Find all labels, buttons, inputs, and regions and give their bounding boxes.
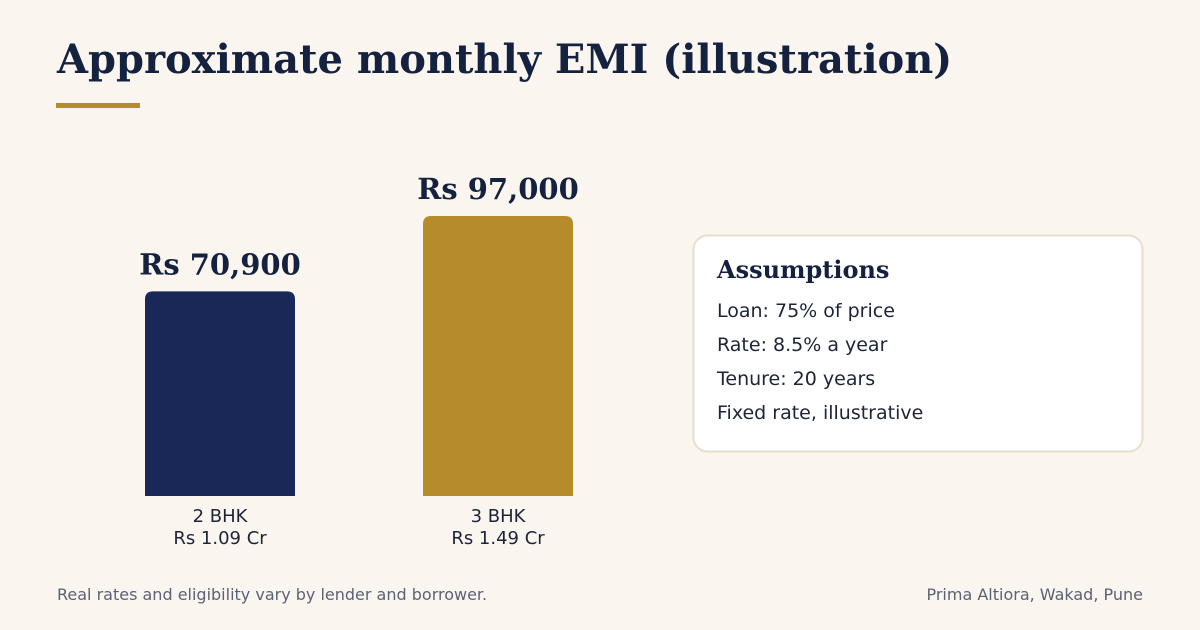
assumption-item: Rate: 8.5% a year (717, 334, 888, 356)
x-tick-label: 3 BHK (471, 506, 527, 527)
assumptions-box (692, 234, 1144, 453)
footnote: Real rates and eligibility vary by lende… (57, 585, 487, 604)
assumptions-title: Assumptions (716, 255, 889, 284)
source: Prima Altiora, Wakad, Pune (926, 585, 1143, 604)
bar (423, 216, 573, 496)
assumption-item: Tenure: 20 years (716, 368, 875, 390)
chart-title: Approximate monthly EMI (illustration) (56, 36, 952, 83)
x-tick-label: 2 BHK (193, 506, 249, 527)
title-underline (56, 103, 140, 108)
value-label: Rs 97,000 (417, 172, 579, 206)
x-tick-note: Rs 1.49 Cr (451, 528, 545, 549)
value-label: Rs 70,900 (139, 247, 301, 281)
bar (145, 291, 295, 496)
x-tick-note: Rs 1.09 Cr (173, 528, 267, 549)
assumption-item: Fixed rate, illustrative (717, 402, 923, 424)
assumption-item: Loan: 75% of price (717, 300, 895, 322)
